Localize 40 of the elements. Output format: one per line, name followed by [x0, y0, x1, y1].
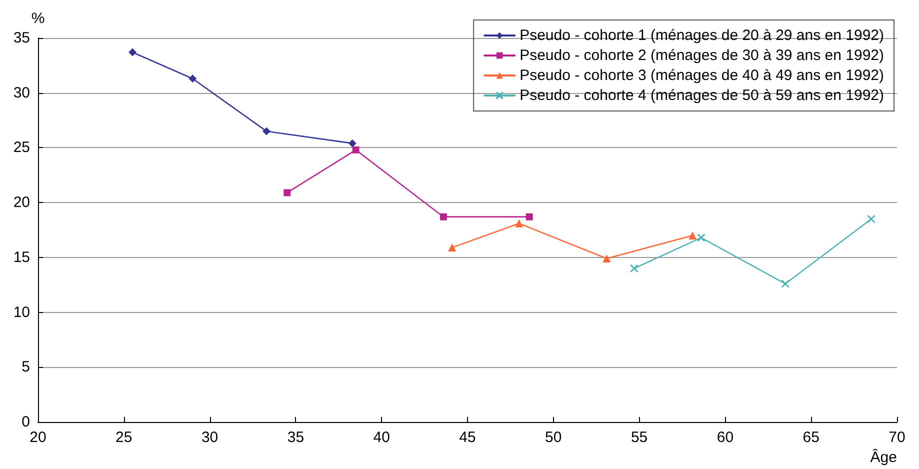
point [688, 231, 697, 240]
point [866, 214, 876, 224]
y-tick-label: 30 [13, 84, 30, 102]
y-tick-label: 5 [22, 358, 30, 376]
y-tick-label: 15 [13, 248, 30, 266]
point [352, 146, 360, 154]
x-tick-label: 25 [116, 429, 132, 446]
y-tick-label: 20 [13, 194, 30, 212]
point [781, 280, 790, 288]
point [440, 213, 447, 220]
y-axis-title: % [31, 10, 45, 27]
x-tick-label: 50 [545, 429, 562, 446]
y-tick-label: 0 [22, 414, 30, 430]
point [128, 48, 136, 56]
y-tick-label: 10 [13, 304, 30, 321]
x-tick-label: 70 [888, 429, 906, 446]
point [262, 127, 270, 136]
x-tick-label: 35 [287, 429, 304, 446]
point [526, 213, 533, 220]
point [284, 189, 291, 196]
point [188, 74, 197, 83]
point [630, 264, 638, 273]
legend-label: Pseudo - cohorte 1 (ménages de 20 à 29 ans en 1992) [520, 27, 884, 44]
point [515, 219, 524, 228]
x-tick-label: 40 [373, 429, 390, 446]
x-tick-label: 60 [716, 429, 734, 446]
point [448, 244, 456, 252]
x-tick-label: 55 [630, 429, 648, 446]
point [602, 254, 611, 263]
x-axis-title: Âge [870, 448, 897, 466]
y-tick-label: 35 [13, 30, 30, 46]
legend-label: Pseudo - cohorte 3 (ménages de 40 à 49 ans en 1992) [520, 67, 884, 84]
point [696, 233, 706, 242]
point [348, 139, 356, 148]
x-tick-label: 45 [459, 429, 476, 446]
x-tick-label: 65 [802, 429, 820, 446]
legend-label: Pseudo - cohorte 4 (ménages de 50 à 59 ans en 1992) [520, 87, 884, 104]
y-tick-label: 25 [13, 139, 30, 156]
legend-label: Pseudo - cohorte 2 (ménages de 30 à 39 ans en 1992) [520, 47, 884, 64]
x-tick-label: 30 [201, 429, 218, 446]
